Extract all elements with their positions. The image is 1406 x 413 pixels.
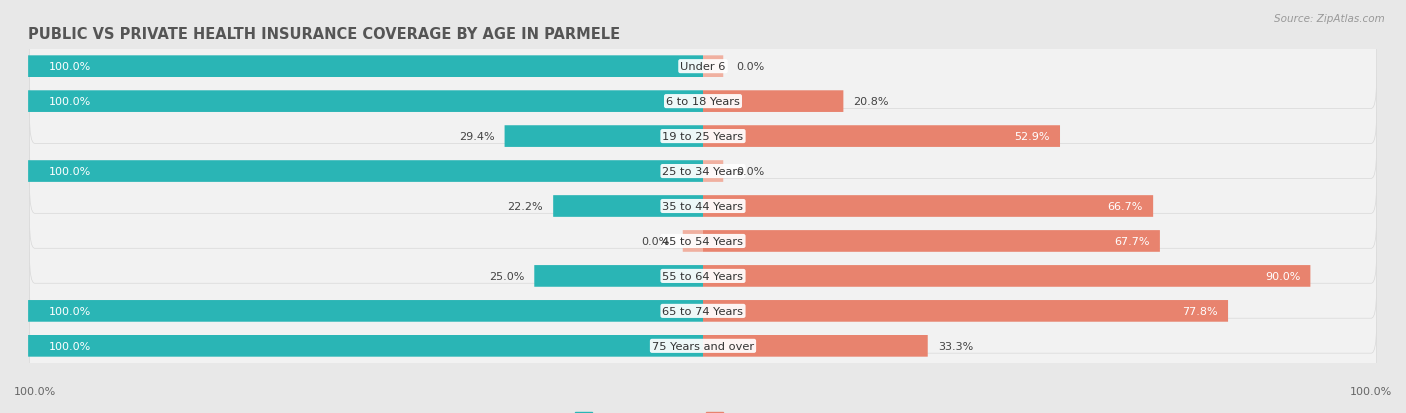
Text: 75 Years and over: 75 Years and over [652, 341, 754, 351]
Text: 90.0%: 90.0% [1265, 271, 1301, 281]
FancyBboxPatch shape [553, 196, 703, 217]
Text: PUBLIC VS PRIVATE HEALTH INSURANCE COVERAGE BY AGE IN PARMELE: PUBLIC VS PRIVATE HEALTH INSURANCE COVER… [28, 26, 620, 41]
FancyBboxPatch shape [534, 266, 703, 287]
FancyBboxPatch shape [30, 164, 1376, 249]
Text: Source: ZipAtlas.com: Source: ZipAtlas.com [1274, 14, 1385, 24]
Text: 22.2%: 22.2% [508, 202, 543, 211]
FancyBboxPatch shape [703, 230, 1160, 252]
FancyBboxPatch shape [28, 300, 703, 322]
FancyBboxPatch shape [30, 234, 1376, 318]
Text: 100.0%: 100.0% [14, 387, 56, 396]
FancyBboxPatch shape [703, 56, 723, 78]
Text: 25 to 34 Years: 25 to 34 Years [662, 166, 744, 177]
Text: 33.3%: 33.3% [938, 341, 973, 351]
FancyBboxPatch shape [505, 126, 703, 147]
FancyBboxPatch shape [703, 335, 928, 357]
Text: 77.8%: 77.8% [1182, 306, 1218, 316]
FancyBboxPatch shape [30, 59, 1376, 144]
FancyBboxPatch shape [30, 269, 1376, 354]
FancyBboxPatch shape [30, 25, 1376, 109]
Text: 100.0%: 100.0% [48, 341, 90, 351]
Text: 20.8%: 20.8% [853, 97, 889, 107]
Text: 55 to 64 Years: 55 to 64 Years [662, 271, 744, 281]
FancyBboxPatch shape [28, 335, 703, 357]
Text: 67.7%: 67.7% [1115, 236, 1150, 247]
FancyBboxPatch shape [703, 196, 1153, 217]
FancyBboxPatch shape [30, 95, 1376, 179]
Text: 52.9%: 52.9% [1014, 132, 1050, 142]
Text: 0.0%: 0.0% [641, 236, 669, 247]
FancyBboxPatch shape [683, 230, 703, 252]
Text: 29.4%: 29.4% [458, 132, 495, 142]
Text: 45 to 54 Years: 45 to 54 Years [662, 236, 744, 247]
FancyBboxPatch shape [28, 161, 703, 183]
FancyBboxPatch shape [28, 91, 703, 113]
FancyBboxPatch shape [28, 56, 703, 78]
Text: 100.0%: 100.0% [48, 62, 90, 72]
Text: 100.0%: 100.0% [48, 97, 90, 107]
FancyBboxPatch shape [703, 126, 1060, 147]
Text: 0.0%: 0.0% [737, 166, 765, 177]
Text: 19 to 25 Years: 19 to 25 Years [662, 132, 744, 142]
Text: 0.0%: 0.0% [737, 62, 765, 72]
FancyBboxPatch shape [703, 300, 1227, 322]
FancyBboxPatch shape [703, 266, 1310, 287]
Text: 25.0%: 25.0% [489, 271, 524, 281]
Text: 100.0%: 100.0% [48, 166, 90, 177]
FancyBboxPatch shape [703, 161, 723, 183]
Text: 35 to 44 Years: 35 to 44 Years [662, 202, 744, 211]
Text: 66.7%: 66.7% [1108, 202, 1143, 211]
Text: 100.0%: 100.0% [48, 306, 90, 316]
FancyBboxPatch shape [30, 129, 1376, 214]
Text: 6 to 18 Years: 6 to 18 Years [666, 97, 740, 107]
FancyBboxPatch shape [703, 91, 844, 113]
Legend: Public Insurance, Private Insurance: Public Insurance, Private Insurance [571, 407, 835, 413]
Text: 100.0%: 100.0% [1350, 387, 1392, 396]
Text: Under 6: Under 6 [681, 62, 725, 72]
Text: 65 to 74 Years: 65 to 74 Years [662, 306, 744, 316]
FancyBboxPatch shape [30, 199, 1376, 284]
FancyBboxPatch shape [30, 304, 1376, 388]
